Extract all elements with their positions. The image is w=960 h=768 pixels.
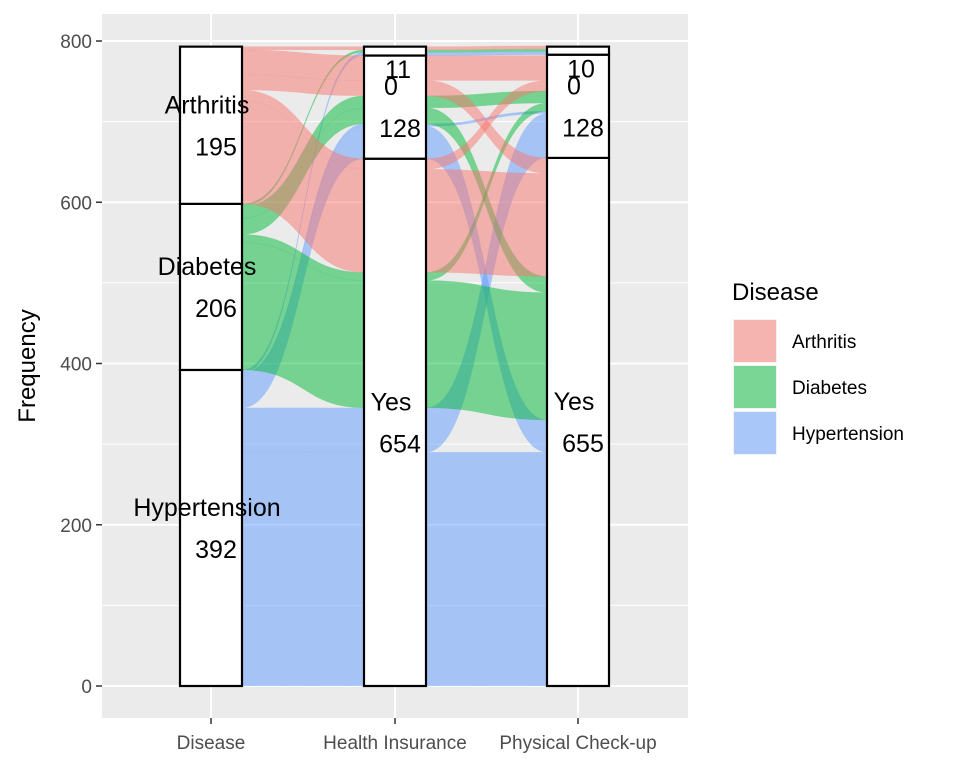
stratum-count-label: 655 [562, 430, 604, 458]
y-tick-label: 600 [60, 193, 92, 214]
flow-ribbon-arthritis [425, 168, 548, 277]
y-axis-title: Frequency [14, 309, 41, 422]
stratum-box [178, 368, 244, 688]
legend-title: Disease [732, 279, 819, 306]
y-axis: 0 200 400 600 800 [60, 32, 102, 698]
legend-swatch [734, 320, 776, 362]
stratum-name-label: 0 [384, 73, 398, 101]
stratum-count-label: 654 [379, 430, 421, 458]
stratum-count-label: 195 [195, 133, 237, 161]
stratum-count-label: 10 [567, 56, 595, 84]
stratum-name-label: Yes [554, 388, 595, 416]
stratum-box [362, 45, 428, 57]
x-tick-label: Physical Check-up [499, 733, 656, 754]
stratum-count-label: 206 [195, 295, 237, 323]
stratum-box [545, 156, 611, 688]
stratum-box [545, 45, 611, 56]
flow-ribbon-hypertension [241, 451, 365, 687]
legend-swatch [734, 412, 776, 454]
flow-ribbons [241, 45, 548, 687]
stratum-name-label: 0 [567, 72, 581, 100]
legend-swatch [734, 366, 776, 408]
stratum-name-label: Yes [371, 388, 412, 416]
legend-label: Diabetes [792, 378, 867, 399]
y-tick-label: 200 [60, 516, 92, 537]
strata-boxes [178, 45, 611, 688]
flow-ribbon-diabetes [425, 280, 548, 421]
y-tick-label: 800 [60, 32, 92, 53]
stratum-count-label: 128 [379, 115, 421, 143]
x-tick-label: Disease [177, 733, 246, 754]
x-tick-label: Health Insurance [323, 733, 467, 754]
stratum-box [545, 53, 611, 160]
flow-ribbon-arthritis [425, 55, 548, 81]
stratum-labels: Hypertension 392 Diabetes 206 Arthritis 195 Ye… [133, 56, 604, 564]
stratum-name-label: Diabetes [158, 253, 257, 281]
x-axis: Disease Health Insurance Physical Check-up [177, 718, 657, 754]
stratum-name-label: Hypertension [133, 494, 280, 522]
stratum-box [362, 157, 428, 688]
stratum-box [178, 45, 244, 205]
y-tick-label: 400 [60, 355, 92, 376]
flow-ribbon-hypertension [241, 407, 365, 453]
legend-label: Arthritis [792, 332, 856, 353]
legend-label: Hypertension [792, 424, 904, 445]
legend: Disease Arthritis Diabetes Hypertension [732, 279, 904, 455]
stratum-name-label: Arthritis [165, 91, 250, 119]
flow-ribbon-arthritis [425, 45, 548, 51]
stratum-count-label: 128 [562, 114, 604, 142]
y-tick-label: 0 [81, 677, 92, 698]
stratum-count-label: 392 [195, 536, 237, 564]
flow-ribbon-arthritis [241, 46, 365, 51]
flow-ribbon-hypertension [425, 451, 548, 687]
stratum-count-label: 11 [385, 56, 411, 84]
stratum-box [178, 202, 244, 372]
